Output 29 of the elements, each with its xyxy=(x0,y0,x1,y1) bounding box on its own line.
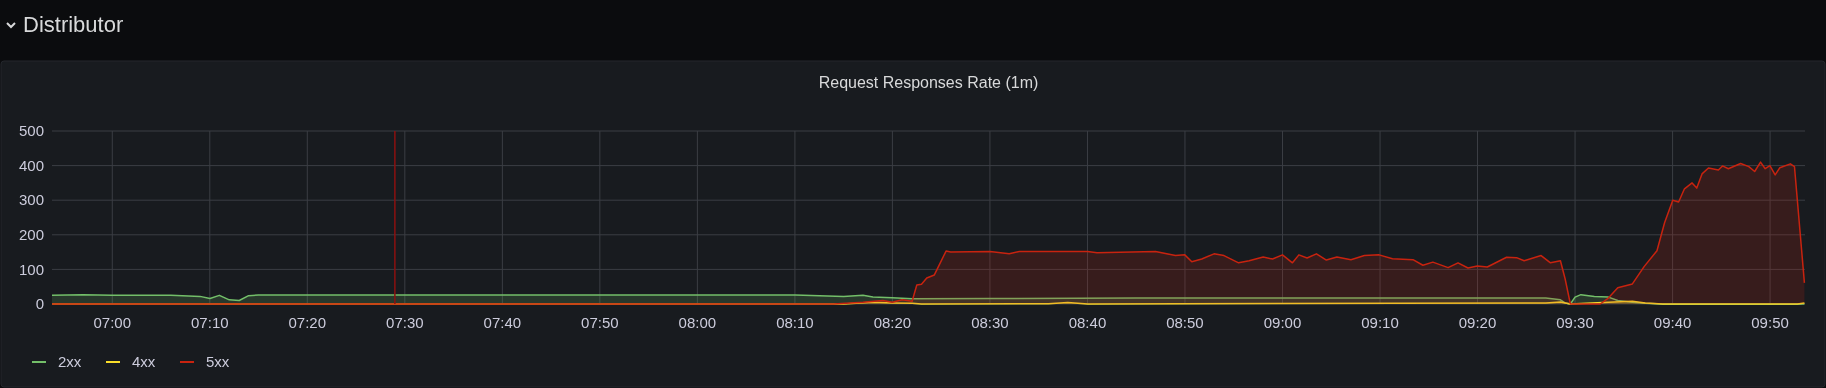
y-tick-label: 400 xyxy=(18,156,44,174)
x-tick-label: 07:40 xyxy=(483,314,522,331)
x-tick-label: 07:20 xyxy=(288,314,327,331)
x-tick-label: 07:30 xyxy=(386,314,424,331)
x-tick-label: 09:00 xyxy=(1263,314,1302,331)
x-tick-label: 09:30 xyxy=(1556,314,1594,331)
y-tick-label: 300 xyxy=(18,191,44,209)
x-tick-label: 09:50 xyxy=(1751,314,1789,331)
x-tick-label: 09:40 xyxy=(1653,314,1692,331)
y-tick-label: 500 xyxy=(18,122,44,140)
chart-title: Distributor xyxy=(23,12,124,37)
y-tick-label: 200 xyxy=(18,226,44,244)
legend-label: 2xx xyxy=(58,353,82,371)
legend-label: 5xx xyxy=(206,353,230,371)
x-tick-label: 09:10 xyxy=(1361,314,1399,331)
x-tick-label: 08:50 xyxy=(1166,314,1204,331)
x-tick-label: 07:10 xyxy=(191,314,229,331)
chart-subtitle: Request Responses Rate (1m) xyxy=(818,74,1039,91)
y-tick-label: 0 xyxy=(35,295,44,313)
y-tick-label: 100 xyxy=(18,260,44,278)
x-tick-label: 08:40 xyxy=(1068,314,1107,331)
x-tick-label: 07:50 xyxy=(581,314,619,331)
x-tick-label: 07:00 xyxy=(93,314,132,331)
x-tick-label: 09:20 xyxy=(1458,314,1497,331)
x-tick-label: 08:10 xyxy=(776,314,814,331)
legend-label: 4xx xyxy=(132,353,156,371)
x-tick-label: 08:20 xyxy=(873,314,912,331)
x-tick-label: 08:30 xyxy=(971,314,1009,331)
x-tick-label: 08:00 xyxy=(678,314,717,331)
